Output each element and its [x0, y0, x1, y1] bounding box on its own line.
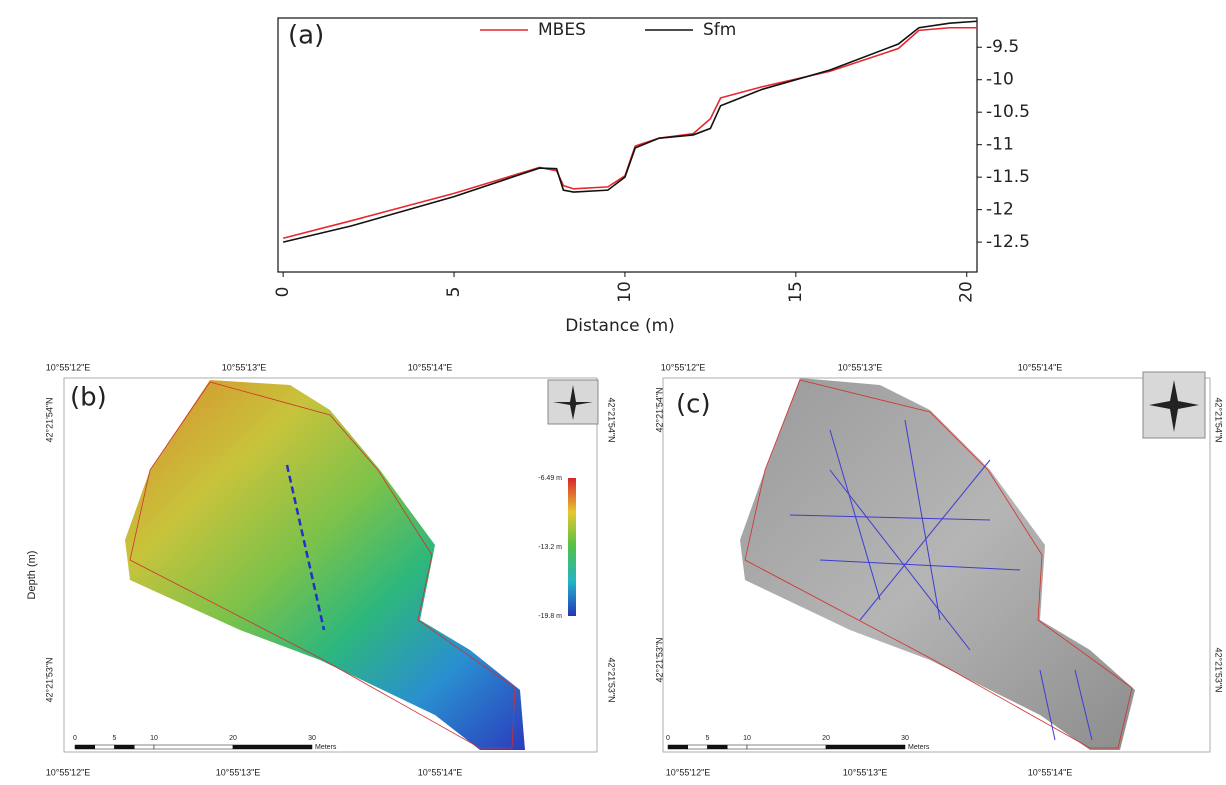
scale-bar [74, 744, 95, 750]
y-tick-label: -11 [986, 135, 1014, 155]
longitude-label: 10°55'12"E [46, 767, 91, 777]
scale-label: 5 [706, 735, 710, 742]
y-tick-label: -10 [986, 70, 1014, 90]
scale-bar [746, 744, 827, 750]
profile-lines [789, 419, 1093, 741]
scale-bar [134, 744, 155, 750]
line-series [282, 26, 977, 239]
scale-label: 10 [743, 735, 751, 742]
x-tick-label: 15 [786, 281, 806, 303]
latitude-label: 42°21'54"N [654, 387, 664, 432]
colorbar-label: -19.8 m [538, 613, 562, 620]
latitude-label: 42°21'53"N [44, 657, 54, 702]
longitude-label: 10°55'12"E [666, 767, 711, 777]
latitude-label: 42°21'54"N [1214, 397, 1224, 442]
scale-bar [94, 744, 115, 750]
longitude-label: 10°55'12"E [661, 362, 706, 372]
latitude-label: 42°21'53"N [654, 637, 664, 682]
scale-unit: Meters [908, 744, 930, 751]
latitude-label: 42°21'54"N [607, 397, 617, 442]
longitude-label: 10°55'13"E [838, 362, 883, 372]
scale-bar [667, 744, 688, 750]
latitude-label: 42°21'54"N [44, 397, 54, 442]
scale-label: 30 [308, 735, 316, 742]
scale-bar [727, 744, 748, 750]
x-tick-label: 20 [957, 281, 977, 303]
y-axis-label: Depth (m) [26, 551, 38, 600]
colorbar-label: -6.49 m [538, 475, 562, 482]
north-arrow [553, 385, 593, 420]
scale-label: 5 [113, 735, 117, 742]
longitude-label: 10°55'14"E [1028, 767, 1073, 777]
x-tick-label: 0 [273, 287, 293, 298]
longitude-label: 10°55'14"E [418, 767, 463, 777]
x-tick-label: 10 [615, 281, 635, 303]
scale-unit: Meters [315, 744, 337, 751]
plot-frame [277, 17, 978, 273]
x-tick-label: 5 [444, 287, 464, 298]
scale-bar [153, 744, 234, 750]
scale-label: 30 [901, 735, 909, 742]
scale-bar [232, 744, 313, 750]
y-tick-label: -9.5 [986, 37, 1019, 57]
latitude-label: 42°21'53"N [1214, 647, 1224, 692]
survey-boundary [744, 379, 1133, 749]
scale-bar [114, 744, 135, 750]
panel-label: (c) [676, 390, 711, 420]
scale-bar [825, 744, 906, 750]
longitude-label: 10°55'14"E [1018, 362, 1063, 372]
survey-boundary [129, 381, 516, 749]
colorbar-label: -13.2 m [538, 544, 562, 551]
y-tick-label: -12 [986, 200, 1014, 220]
longitude-label: 10°55'13"E [216, 767, 261, 777]
north-arrow [1149, 380, 1199, 432]
map-b: (b) 10°55'12"E 10°55'13"E 10°55'14"E 10°55'1… [44, 362, 616, 777]
profile-line [285, 464, 326, 631]
map-c: (c) 10°55'12"E 10°55'13"E 10°55'14"E 10°55'1… [654, 362, 1223, 777]
y-tick-label: -10.5 [986, 102, 1030, 122]
bathymetry [125, 380, 525, 750]
y-tick-label: -12.5 [986, 232, 1030, 252]
profile-chart: -9.5 -10 -10.5 -11 -11.5 -12 -12.5 0 5 10 15 20 Dist… [26, 17, 1030, 600]
scale-label: 0 [73, 735, 77, 742]
scale-label: 0 [666, 735, 670, 742]
legend-label: Sfm [703, 20, 736, 40]
scale-label: 10 [150, 735, 158, 742]
longitude-label: 10°55'13"E [222, 362, 267, 372]
longitude-label: 10°55'13"E [843, 767, 888, 777]
scale-label: 20 [822, 735, 830, 742]
legend-label: MBES [538, 20, 586, 40]
colorbar [568, 478, 576, 616]
latitude-label: 42°21'53"N [607, 657, 617, 702]
line-series [282, 20, 978, 243]
y-tick-label: -11.5 [986, 167, 1030, 187]
scale-bar [707, 744, 728, 750]
x-axis-label: Distance (m) [565, 316, 675, 336]
longitude-label: 10°55'12"E [46, 362, 91, 372]
longitude-label: 10°55'14"E [408, 362, 453, 372]
panel-label: (b) [70, 383, 107, 413]
hillshade [740, 378, 1135, 750]
scale-label: 20 [229, 735, 237, 742]
scale-bar [687, 744, 708, 750]
panel-label: (a) [288, 21, 324, 51]
